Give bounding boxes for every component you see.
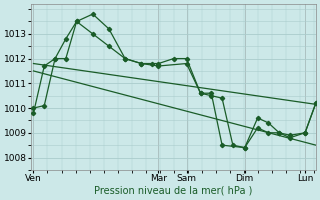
X-axis label: Pression niveau de la mer( hPa ): Pression niveau de la mer( hPa ) <box>94 186 253 196</box>
